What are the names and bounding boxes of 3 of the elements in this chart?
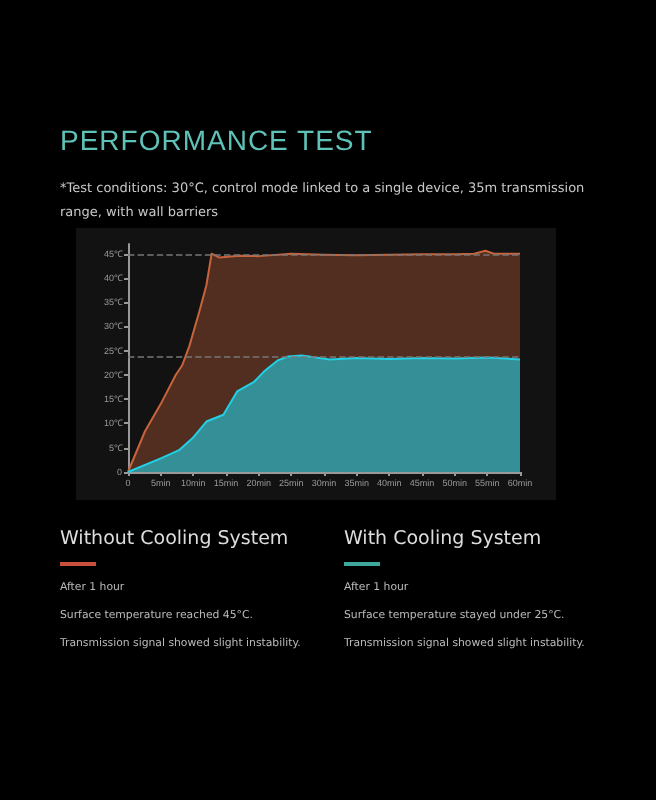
chart-title: PERFORMANCE TEST	[60, 124, 373, 156]
text: Without Cooling System	[60, 528, 289, 550]
text: With Cooling System	[344, 528, 544, 550]
